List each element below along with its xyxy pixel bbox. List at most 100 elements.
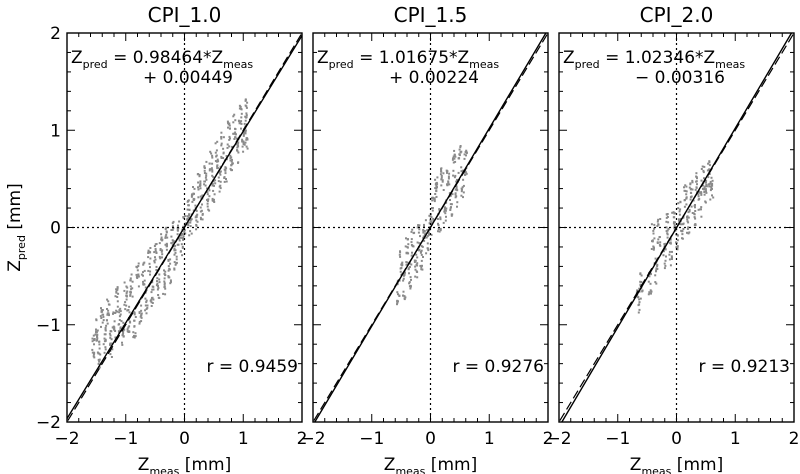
data-point [170, 229, 173, 231]
data-point [700, 179, 703, 182]
x-tick-label: 2 [297, 429, 308, 449]
data-point [190, 232, 193, 235]
data-point [695, 186, 698, 189]
data-point [432, 219, 435, 222]
data-point [656, 242, 659, 244]
data-point [156, 284, 159, 286]
data-point [455, 180, 458, 183]
data-point [149, 299, 152, 302]
data-point [191, 193, 193, 196]
data-point [143, 269, 146, 272]
data-point [400, 267, 403, 269]
data-point [410, 230, 413, 233]
data-point [154, 247, 157, 250]
data-point [419, 251, 422, 254]
data-point [710, 187, 713, 190]
data-point [147, 269, 150, 272]
data-point [444, 212, 447, 215]
data-point [135, 273, 138, 276]
data-point [399, 255, 402, 258]
data-point [126, 328, 129, 331]
data-point [116, 305, 119, 308]
data-point [184, 232, 187, 235]
data-point [695, 175, 698, 178]
data-point [412, 232, 415, 235]
data-point [95, 328, 97, 331]
data-point [142, 274, 144, 277]
data-point [98, 340, 101, 343]
data-point [408, 281, 411, 284]
data-point [222, 151, 225, 154]
x-tick-label: −2 [546, 429, 571, 449]
data-point [405, 237, 407, 240]
data-point [439, 229, 442, 232]
data-point [169, 279, 172, 282]
data-point [430, 233, 433, 236]
data-point [689, 183, 692, 186]
data-point [405, 252, 408, 255]
data-point [685, 185, 688, 188]
data-point [165, 248, 168, 251]
x-tick-label: −2 [300, 429, 325, 449]
data-point [91, 337, 94, 340]
data-point [424, 232, 427, 235]
data-point [410, 238, 413, 241]
data-point [703, 187, 706, 190]
data-point [439, 227, 442, 230]
data-point [165, 233, 168, 236]
data-point [117, 330, 120, 333]
data-point [220, 144, 223, 147]
data-point [704, 185, 707, 188]
data-point [420, 266, 423, 269]
data-point [663, 243, 666, 245]
data-point [416, 256, 419, 259]
data-point [705, 190, 707, 193]
data-point [244, 119, 247, 122]
data-point [460, 194, 463, 197]
y-axis-label: Zpred [mm] [5, 183, 28, 271]
data-point [654, 274, 657, 277]
data-point [442, 189, 445, 191]
data-point [240, 116, 243, 119]
data-point [439, 218, 442, 221]
data-point [703, 177, 705, 180]
data-point [440, 184, 443, 187]
data-point [174, 263, 177, 266]
data-point [460, 166, 463, 169]
data-point [134, 332, 137, 335]
data-point [163, 272, 166, 275]
data-point [215, 155, 218, 158]
data-point [227, 126, 229, 129]
data-point [415, 270, 418, 273]
data-point [226, 120, 229, 123]
x-tick-label: −1 [113, 429, 138, 449]
data-point [454, 188, 457, 191]
data-point [184, 222, 187, 225]
data-point [104, 346, 107, 349]
data-point [695, 180, 698, 183]
x-tick-label: 0 [179, 429, 190, 449]
data-point [639, 297, 642, 300]
data-point [683, 189, 686, 192]
data-point [678, 210, 681, 213]
data-point [708, 168, 711, 171]
data-point [100, 325, 102, 328]
data-point [194, 209, 197, 211]
data-point [101, 309, 104, 311]
data-point [214, 151, 217, 154]
data-point [446, 170, 449, 173]
data-point [447, 180, 450, 183]
x-tick-label: −1 [359, 429, 384, 449]
data-point [225, 155, 228, 157]
data-point [240, 122, 243, 125]
data-point [678, 213, 681, 216]
data-point [224, 166, 227, 169]
data-point [107, 300, 110, 303]
data-point [158, 278, 161, 281]
data-point [441, 179, 444, 182]
data-point [199, 195, 202, 198]
data-point [201, 203, 203, 206]
data-point [447, 177, 450, 180]
data-point [220, 142, 223, 145]
data-point [450, 214, 453, 217]
